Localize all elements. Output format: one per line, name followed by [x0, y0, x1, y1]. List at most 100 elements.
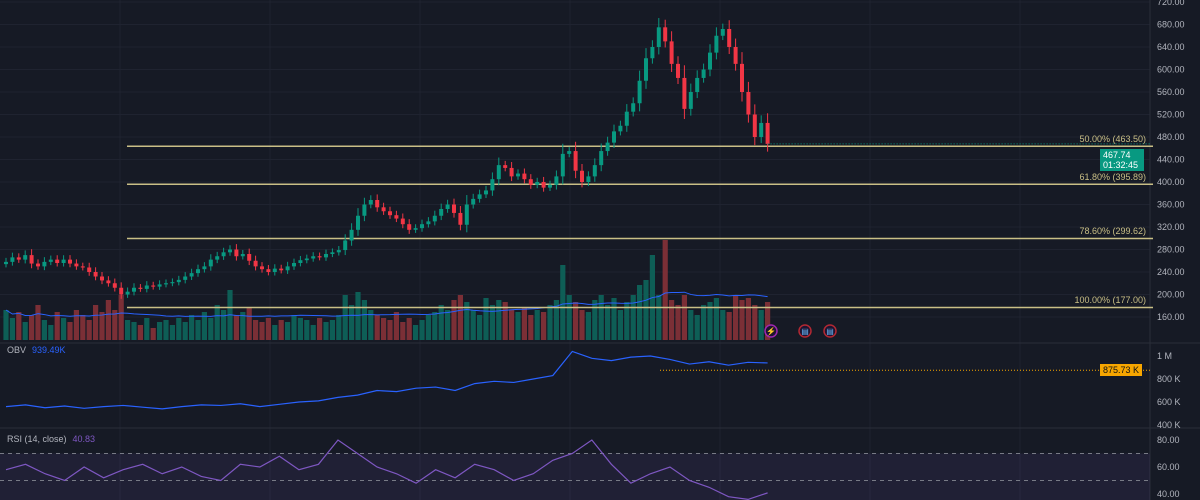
candle-body — [605, 142, 610, 152]
candle-body — [490, 179, 495, 191]
fib-level-label: 78.60% (299.62) — [1079, 226, 1146, 237]
candle-body — [330, 252, 335, 254]
candle-body — [343, 240, 348, 251]
candle-body — [765, 122, 770, 144]
fib-level-label: 50.00% (463.50) — [1079, 134, 1146, 145]
volume-bar — [464, 302, 470, 340]
candle-body — [298, 260, 303, 263]
rsi-legend[interactable]: RSI (14, close) 40.83 — [7, 434, 95, 444]
volume-bar — [73, 310, 79, 340]
price-tick-label: 520.00 — [1157, 110, 1185, 120]
lightning-icon: ⚡ — [764, 324, 778, 338]
obv-tick-label: 800 K — [1157, 374, 1181, 384]
candle-body — [471, 198, 476, 205]
candle-body — [119, 287, 124, 295]
volume-bar — [605, 305, 611, 340]
candle-body — [727, 29, 732, 47]
candle-body — [221, 252, 226, 257]
candle-body — [714, 35, 719, 53]
candle-body — [61, 259, 66, 263]
obv-legend[interactable]: OBV 939.49K — [7, 345, 66, 355]
candle-body — [650, 47, 655, 59]
candle-body — [157, 284, 162, 287]
volume-bar — [381, 318, 387, 340]
rsi-tick-label: 60.00 — [1157, 462, 1180, 472]
volume-bar — [336, 315, 342, 340]
obv-label: OBV — [7, 345, 27, 355]
price-tick-label: 560.00 — [1157, 87, 1185, 97]
volume-bar — [733, 295, 739, 340]
volume-bar — [547, 305, 553, 340]
obv-ref-tag: 875.73 K — [1100, 364, 1143, 376]
candle-body — [701, 69, 706, 78]
volume-bar — [182, 322, 188, 340]
candle-body — [170, 282, 175, 284]
volume-bar — [534, 310, 540, 340]
volume-bar — [560, 265, 566, 340]
volume-bar — [157, 322, 163, 340]
price-tick-label: 200.00 — [1157, 290, 1185, 300]
volume-bar — [765, 302, 771, 340]
candle-body — [586, 176, 591, 182]
candle-body — [637, 80, 642, 104]
candle-body — [285, 266, 290, 271]
volume-bar — [515, 312, 521, 340]
volume-bar — [553, 300, 559, 340]
candle-body — [413, 228, 418, 230]
candle-body — [215, 256, 220, 260]
volume-bar — [579, 310, 585, 340]
volume-bar — [221, 310, 227, 340]
candle-body — [151, 285, 156, 287]
volume-bar — [112, 310, 118, 340]
price-tick-label: 360.00 — [1157, 200, 1185, 210]
price-tick-label: 440.00 — [1157, 155, 1185, 165]
candle-body — [580, 170, 584, 182]
volume-bar — [726, 312, 732, 340]
candle-body — [759, 122, 764, 137]
volume-bar — [585, 312, 591, 340]
volume-bar — [297, 318, 303, 340]
volume-bar — [163, 320, 169, 340]
candle-body — [324, 254, 328, 258]
candle-body — [311, 256, 316, 259]
volume-bar — [54, 312, 60, 340]
candle-body — [228, 249, 232, 253]
volume-bar — [99, 312, 105, 340]
candle-body — [132, 287, 136, 292]
candle-body — [541, 182, 546, 188]
candle-body — [676, 63, 680, 78]
volume-bar — [400, 322, 406, 340]
volume-bar — [349, 305, 355, 340]
candle-body — [688, 92, 693, 109]
candle-body — [695, 77, 700, 92]
candle-body — [240, 254, 245, 257]
candle-body — [112, 283, 117, 288]
candle-body — [80, 266, 85, 268]
obv-tick-label: 600 K — [1157, 397, 1181, 407]
event-glyph: ▤ — [801, 327, 809, 336]
volume-bar — [265, 318, 271, 340]
volume-ma-line — [5, 291, 768, 317]
volume-bar — [739, 300, 745, 340]
candle-body — [266, 269, 271, 272]
candle-body — [599, 151, 604, 166]
us-flag-icon: ▤ — [798, 324, 812, 338]
candle-body — [42, 261, 47, 267]
volume-bar — [105, 300, 111, 340]
obv-tick-label: 1 M — [1157, 351, 1172, 361]
volume-bar — [419, 320, 425, 340]
rsi-value: 40.83 — [72, 434, 96, 444]
price-tick-label: 640.00 — [1157, 42, 1185, 52]
candle-body — [522, 173, 527, 180]
candle-body — [631, 103, 636, 112]
candle-body — [125, 291, 130, 295]
candle-body — [400, 218, 405, 225]
volume-bar — [61, 318, 67, 340]
volume-bar — [195, 320, 201, 340]
countdown: 01:32:45 — [1103, 160, 1139, 170]
volume-bar — [662, 240, 668, 340]
volume-bar — [3, 310, 9, 340]
volume-bar — [246, 308, 252, 340]
price-tick-label: 480.00 — [1157, 132, 1185, 142]
